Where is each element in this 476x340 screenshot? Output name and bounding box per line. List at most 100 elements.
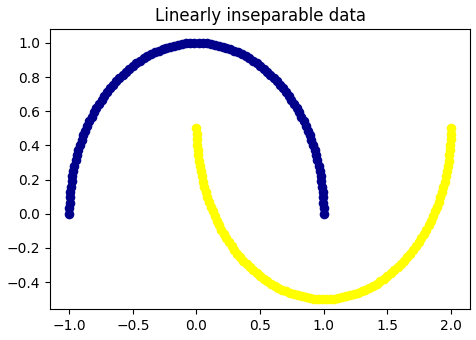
- Point: [319, 211, 327, 217]
- Point: [353, 290, 361, 296]
- Point: [228, 243, 235, 249]
- Point: [297, 294, 305, 299]
- Point: [143, 53, 151, 59]
- Point: [106, 86, 114, 91]
- Point: [445, 153, 452, 158]
- Point: [325, 296, 333, 302]
- Point: [295, 110, 302, 115]
- Point: [411, 243, 419, 249]
- Point: [198, 174, 205, 179]
- Point: [230, 48, 238, 53]
- Point: [248, 58, 256, 64]
- Point: [389, 268, 397, 273]
- Point: [310, 148, 318, 153]
- Point: [125, 66, 133, 71]
- Point: [68, 178, 75, 184]
- Point: [313, 158, 320, 163]
- Point: [81, 128, 89, 133]
- Point: [349, 292, 357, 297]
- Point: [321, 296, 329, 302]
- Point: [293, 293, 301, 298]
- Point: [317, 178, 325, 184]
- Point: [155, 48, 162, 53]
- Point: [69, 173, 76, 179]
- Point: [315, 168, 323, 173]
- Point: [196, 169, 204, 174]
- Point: [276, 82, 283, 87]
- Point: [318, 195, 326, 200]
- Point: [206, 41, 214, 47]
- Point: [83, 123, 91, 129]
- Point: [399, 258, 407, 264]
- Point: [66, 195, 73, 200]
- Point: [147, 51, 155, 57]
- Point: [396, 261, 404, 267]
- Point: [195, 158, 202, 163]
- Point: [303, 128, 311, 133]
- Point: [386, 271, 394, 276]
- Point: [65, 206, 73, 211]
- Point: [192, 136, 200, 142]
- Point: [436, 194, 443, 200]
- Point: [139, 56, 147, 61]
- Point: [122, 69, 129, 74]
- Point: [419, 231, 426, 237]
- Point: [345, 293, 353, 298]
- Point: [212, 218, 220, 223]
- Point: [214, 43, 222, 48]
- Point: [205, 199, 212, 204]
- Point: [289, 101, 297, 107]
- Point: [317, 184, 325, 189]
- Point: [319, 206, 327, 211]
- Point: [70, 163, 78, 168]
- Point: [313, 296, 321, 302]
- Point: [269, 75, 277, 81]
- Point: [215, 222, 222, 228]
- Point: [406, 251, 413, 256]
- Point: [65, 211, 73, 217]
- Point: [337, 295, 345, 300]
- Point: [238, 51, 245, 57]
- Point: [79, 133, 87, 138]
- Point: [178, 41, 186, 47]
- Point: [193, 142, 200, 147]
- Point: [256, 63, 263, 69]
- Point: [263, 69, 270, 74]
- Point: [297, 114, 305, 120]
- Point: [159, 46, 166, 52]
- Point: [301, 295, 309, 300]
- Point: [368, 283, 376, 289]
- Point: [166, 44, 174, 49]
- Point: [194, 40, 202, 46]
- Point: [278, 86, 286, 91]
- Point: [219, 231, 227, 237]
- Point: [246, 265, 253, 270]
- Point: [424, 222, 431, 228]
- Point: [242, 261, 250, 267]
- Point: [274, 285, 281, 291]
- Point: [162, 45, 170, 50]
- Point: [195, 163, 203, 169]
- Point: [446, 136, 454, 142]
- Point: [249, 268, 257, 273]
- Point: [430, 209, 438, 214]
- Point: [421, 227, 429, 232]
- Point: [92, 105, 100, 111]
- Point: [203, 194, 210, 200]
- Point: [281, 289, 289, 294]
- Point: [393, 265, 400, 270]
- Point: [408, 247, 416, 253]
- Title: Linearly inseparable data: Linearly inseparable data: [154, 7, 365, 25]
- Point: [88, 114, 95, 120]
- Point: [437, 189, 445, 194]
- Point: [259, 276, 267, 282]
- Point: [129, 63, 137, 69]
- Point: [194, 153, 201, 158]
- Point: [372, 281, 379, 286]
- Point: [286, 290, 293, 296]
- Point: [112, 79, 120, 84]
- Point: [86, 119, 93, 124]
- Point: [318, 189, 326, 195]
- Point: [230, 247, 238, 253]
- Point: [272, 79, 280, 84]
